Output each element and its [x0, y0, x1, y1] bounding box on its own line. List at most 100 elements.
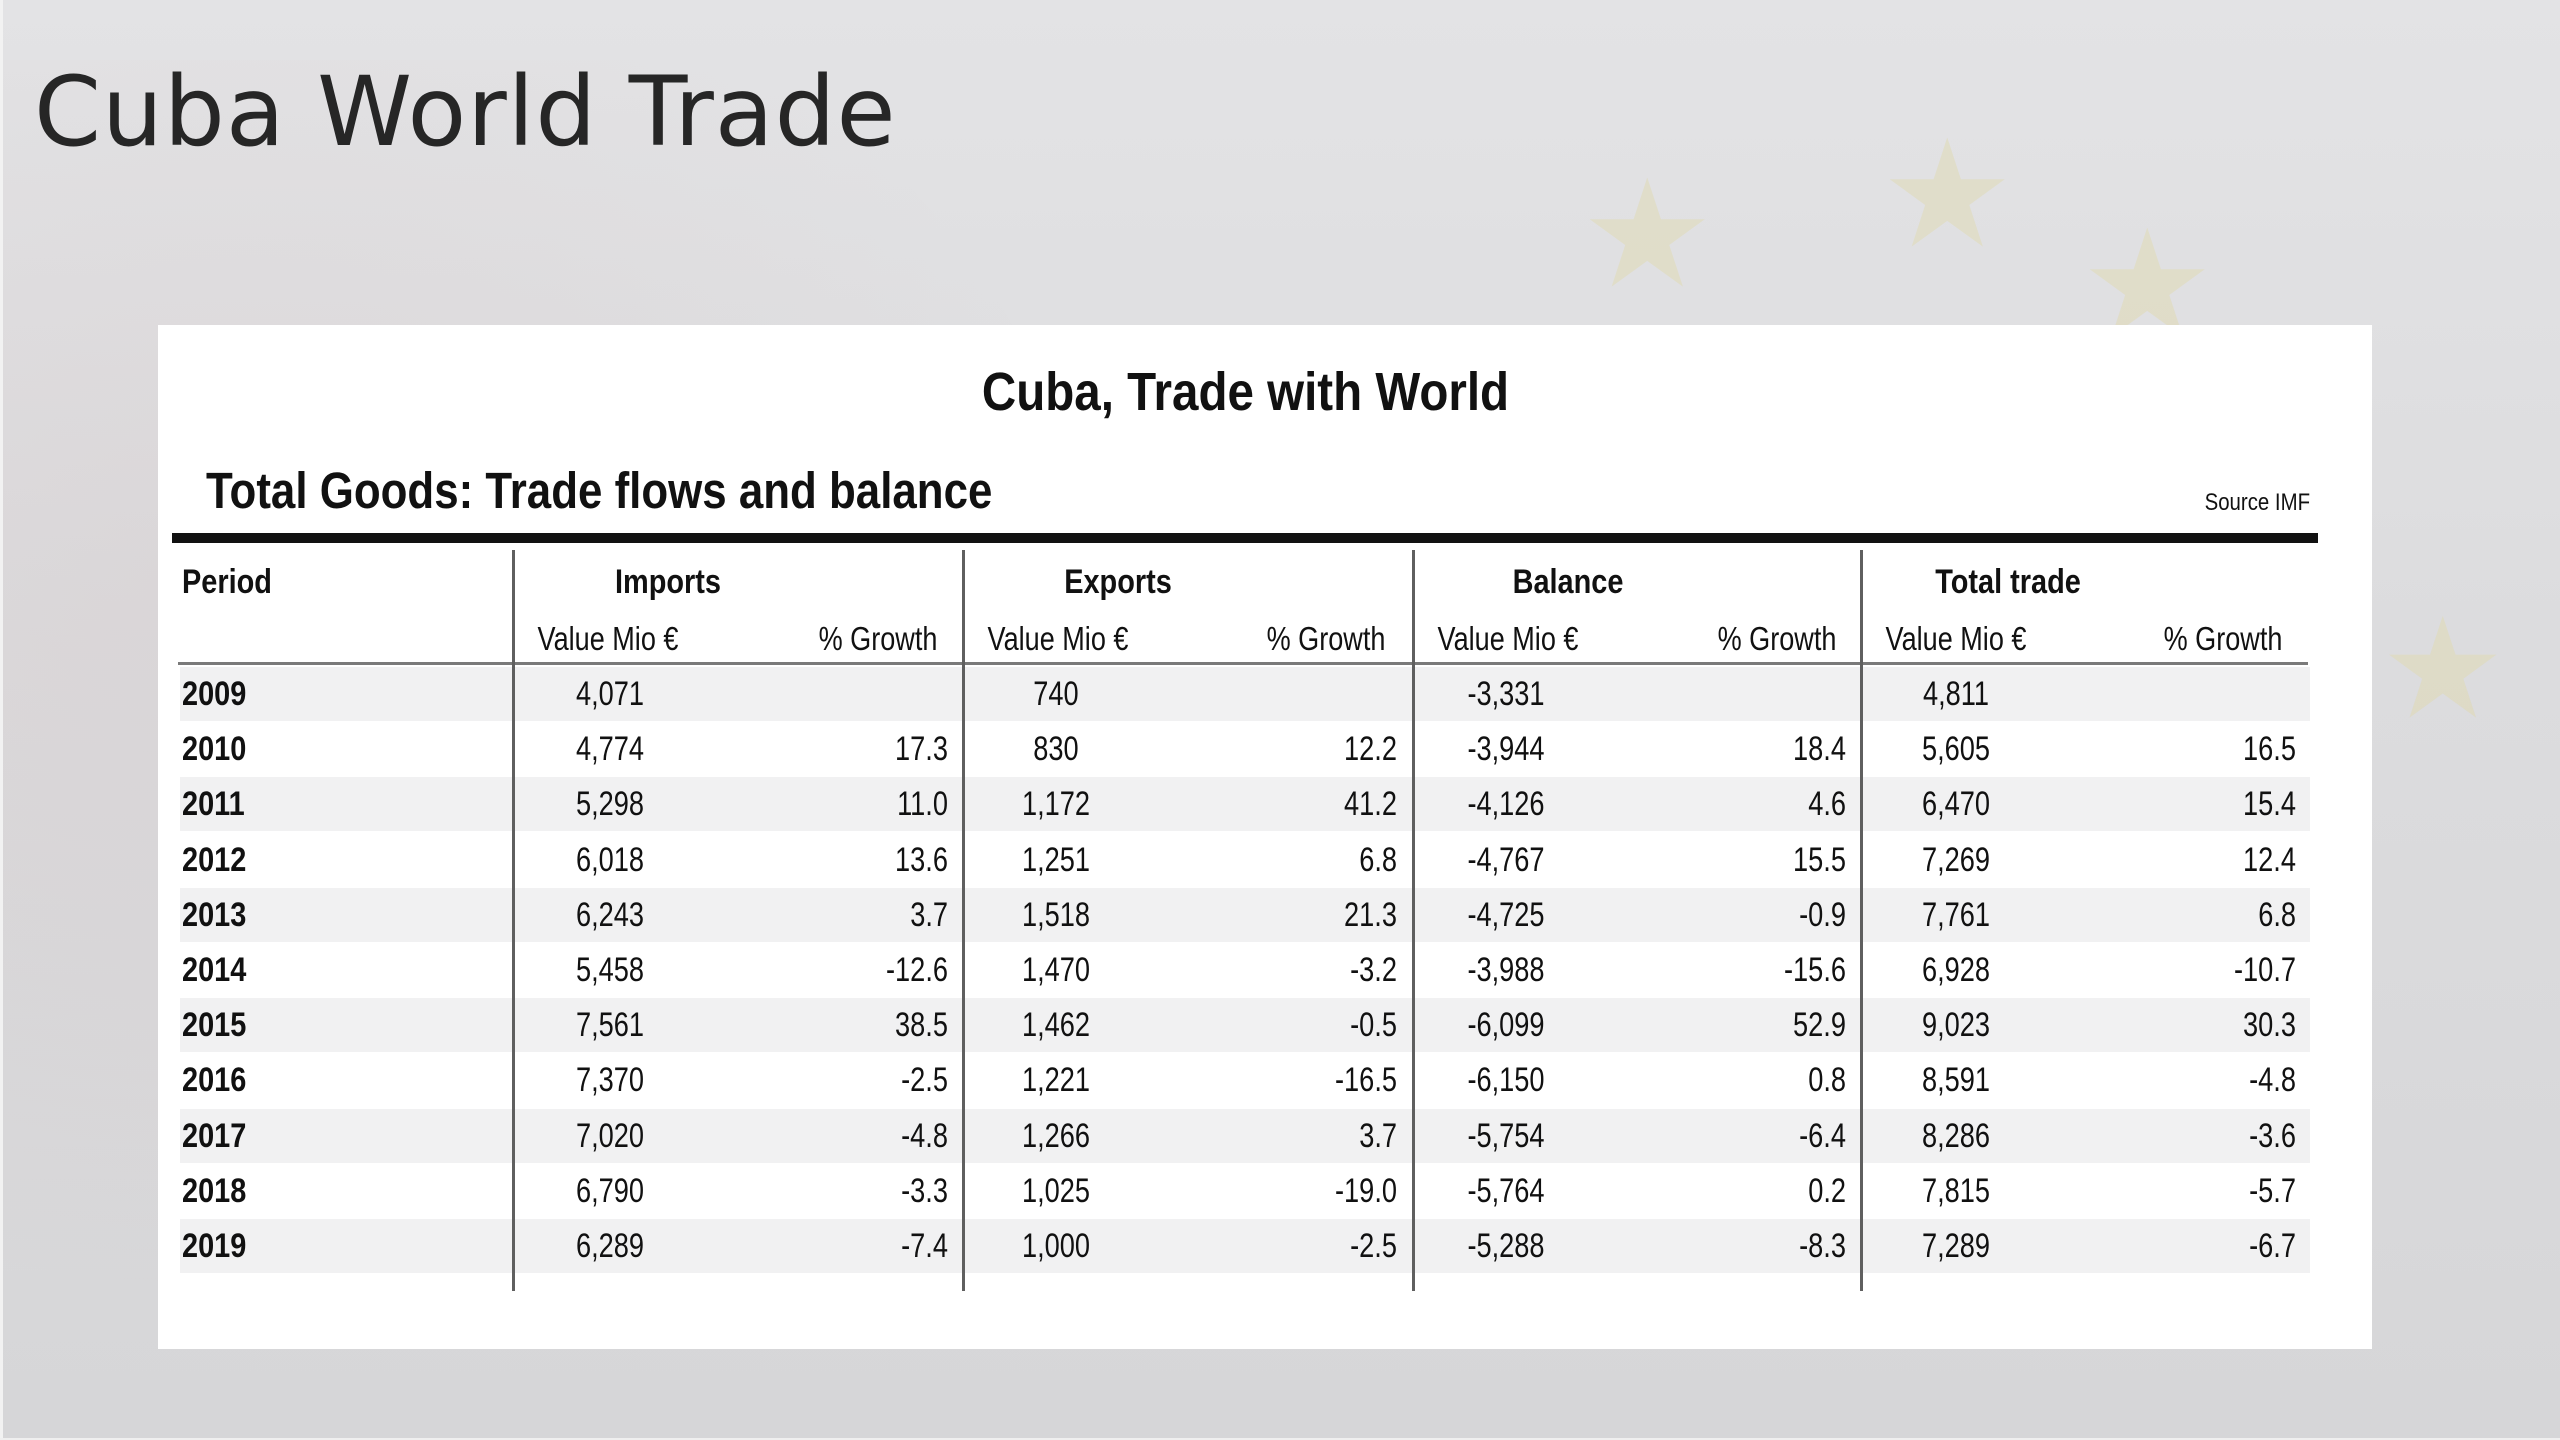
period-cell: 2014 [182, 951, 247, 989]
exports-value-cell: 1,462 [1021, 1006, 1091, 1045]
background-star-icon: ★ [1880, 108, 2015, 282]
exports-growth-cell: 41.2 [1344, 785, 1397, 824]
table-row: 2019 6,289 -7.4 1,000 -2.5 -5,288 -8.3 7,289 -6.… [180, 1219, 2310, 1273]
exports-value-cell: 1,470 [1021, 951, 1091, 989]
exports-growth-subheader: % Growth [1266, 620, 1386, 657]
exports-growth-cell: -19.0 [1335, 1171, 1397, 1210]
balance-value-subheader: Value Mio € [1437, 620, 1579, 657]
total-value-cell: 7,269 [1921, 840, 1991, 879]
imports-growth-cell: 13.6 [895, 840, 948, 879]
imports-growth-cell: -12.6 [886, 951, 948, 989]
exports-value-cell: 1,518 [1021, 895, 1091, 934]
imports-growth-cell: 17.3 [895, 730, 948, 769]
column-divider [512, 550, 515, 1291]
imports-value-cell: 5,298 [575, 785, 645, 824]
imports-value-cell: 7,370 [575, 1061, 645, 1100]
imports-growth-cell: -7.4 [901, 1227, 948, 1265]
exports-value-cell: 1,266 [1021, 1116, 1091, 1155]
slide-bottom-band [0, 1438, 2560, 1440]
imports-growth-cell: 3.7 [910, 895, 948, 934]
period-cell: 2009 [182, 675, 247, 713]
total-growth-cell: -4.8 [2249, 1061, 2296, 1100]
table-row: 2016 7,370 -2.5 1,221 -16.5 -6,150 0.8 8,591 -4.… [180, 1053, 2310, 1107]
balance-growth-cell: 52.9 [1793, 1006, 1846, 1045]
balance-value-cell: -3,988 [1467, 951, 1545, 989]
period-cell: 2015 [182, 1006, 247, 1045]
balance-growth-cell: -6.4 [1799, 1116, 1846, 1155]
balance-growth-cell: 0.2 [1808, 1171, 1846, 1210]
imports-value-cell: 4,071 [575, 675, 645, 713]
imports-value-cell: 4,774 [575, 730, 645, 769]
total-growth-cell: -5.7 [2249, 1171, 2296, 1210]
period-cell: 2013 [182, 895, 247, 934]
exports-header: Exports [1064, 563, 1172, 601]
total-value-cell: 7,815 [1921, 1171, 1991, 1210]
exports-value-cell: 740 [1033, 675, 1079, 713]
exports-value-cell: 1,172 [1021, 785, 1091, 824]
exports-growth-cell: -3.2 [1350, 951, 1397, 989]
imports-growth-cell: -4.8 [901, 1116, 948, 1155]
balance-growth-cell: 4.6 [1808, 785, 1846, 824]
imports-value-cell: 6,018 [575, 840, 645, 879]
balance-value-cell: -6,099 [1467, 1006, 1545, 1045]
subheader-rule [178, 662, 2308, 665]
total-value-cell: 4,811 [1922, 675, 1990, 713]
imports-value-cell: 6,289 [575, 1227, 645, 1265]
balance-growth-cell: -15.6 [1784, 951, 1846, 989]
period-cell: 2012 [182, 840, 247, 879]
period-cell: 2017 [182, 1116, 247, 1155]
balance-value-cell: -4,767 [1467, 840, 1545, 879]
period-cell: 2010 [182, 730, 247, 769]
total-value-cell: 6,928 [1921, 951, 1991, 989]
exports-growth-cell: 21.3 [1344, 895, 1397, 934]
imports-growth-cell: 38.5 [895, 1006, 948, 1045]
total-value-cell: 5,605 [1921, 730, 1991, 769]
period-cell: 2011 [182, 785, 245, 824]
balance-growth-cell: 15.5 [1793, 840, 1846, 879]
total-growth-cell: -6.7 [2249, 1227, 2296, 1265]
table-row: 2014 5,458 -12.6 1,470 -3.2 -3,988 -15.6 6,928 -… [180, 943, 2310, 997]
balance-header: Balance [1512, 563, 1624, 601]
table-row: 2011 5,298 11.0 1,172 41.2 -4,126 4.6 6,470 15.4 [180, 777, 2310, 832]
balance-value-cell: -5,754 [1467, 1116, 1545, 1155]
balance-growth-cell: 18.4 [1793, 730, 1846, 769]
imports-growth-subheader: % Growth [818, 620, 938, 657]
balance-value-cell: -5,764 [1467, 1171, 1545, 1210]
table-row: 2013 6,243 3.7 1,518 21.3 -4,725 -0.9 7,761 6.8 [180, 887, 2310, 942]
slide-left-edge [0, 0, 3, 1440]
table-row: 2015 7,561 38.5 1,462 -0.5 -6,099 52.9 9,023 30.… [180, 998, 2310, 1053]
period-cell: 2019 [182, 1227, 247, 1265]
imports-growth-cell: -3.3 [901, 1171, 948, 1210]
imports-value-cell: 7,020 [575, 1116, 645, 1155]
table-row: 2012 6,018 13.6 1,251 6.8 -4,767 15.5 7,269 12.4 [180, 833, 2310, 887]
imports-header: Imports [615, 563, 721, 601]
imports-growth-cell: -2.5 [901, 1061, 948, 1100]
exports-growth-cell: 6.8 [1359, 840, 1397, 879]
total-growth-cell: -10.7 [2234, 951, 2296, 989]
total-growth-cell: 16.5 [2243, 730, 2296, 769]
balance-value-cell: -4,725 [1467, 895, 1545, 934]
balance-growth-cell: -0.9 [1799, 895, 1846, 934]
table-subtitle: Total Goods: Trade flows and balance [206, 462, 993, 519]
table-row: 2017 7,020 -4.8 1,266 3.7 -5,754 -6.4 8,286 -3.6 [180, 1108, 2310, 1163]
table-title: Cuba, Trade with World [981, 362, 1510, 422]
total-growth-cell: 30.3 [2243, 1006, 2296, 1045]
period-cell: 2018 [182, 1171, 247, 1210]
total-growth-cell: 15.4 [2243, 785, 2296, 824]
background-star-icon: ★ [2380, 588, 2506, 751]
imports-value-cell: 7,561 [575, 1006, 645, 1045]
exports-value-subheader: Value Mio € [987, 620, 1129, 657]
exports-value-cell: 1,221 [1021, 1061, 1091, 1100]
period-header: Period [182, 563, 272, 601]
total-value-cell: 8,286 [1921, 1116, 1991, 1155]
imports-value-cell: 5,458 [575, 951, 645, 989]
table-row: 2009 4,071 740 -3,331 4,811 [180, 667, 2310, 721]
period-cell: 2016 [182, 1061, 247, 1100]
balance-value-cell: -3,331 [1467, 675, 1545, 713]
column-divider [962, 550, 965, 1291]
imports-value-subheader: Value Mio € [537, 620, 679, 657]
balance-value-cell: -3,944 [1467, 730, 1545, 769]
exports-value-cell: 1,251 [1021, 840, 1091, 879]
imports-value-cell: 6,790 [575, 1171, 645, 1210]
